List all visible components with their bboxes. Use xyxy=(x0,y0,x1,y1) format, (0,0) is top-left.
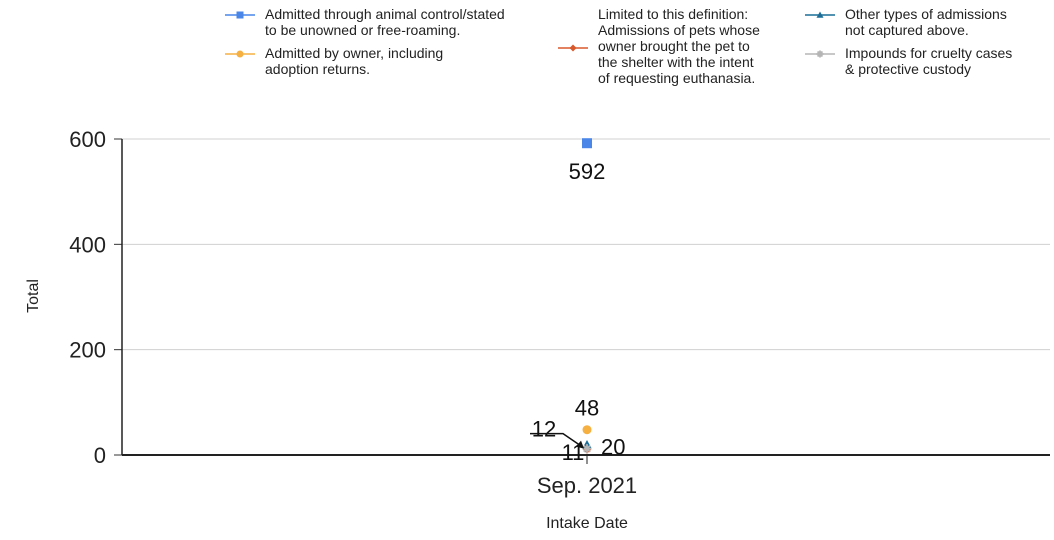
data-point xyxy=(582,425,592,435)
data-label: 12 xyxy=(532,417,556,442)
legend-label: not captured above. xyxy=(845,22,969,38)
legend-label: owner brought the pet to xyxy=(598,38,750,54)
y-tick-label: 0 xyxy=(94,443,106,468)
axes xyxy=(121,139,1050,456)
legend-label: Other types of admissions xyxy=(845,6,1007,22)
legend-item: Impounds for cruelty cases& protective c… xyxy=(805,45,1012,77)
label-leader-line xyxy=(530,432,583,448)
y-tick-label: 200 xyxy=(69,338,106,363)
legend-marker xyxy=(236,11,244,19)
data-label: 48 xyxy=(575,396,599,421)
data-point xyxy=(582,138,592,149)
data-label: 20 xyxy=(601,434,625,459)
data-points xyxy=(582,138,592,454)
legend-item: Admitted through animal control/statedto… xyxy=(225,6,505,38)
legend-label: Admitted through animal control/stated xyxy=(265,6,505,22)
legend-marker xyxy=(569,44,577,52)
legend-marker xyxy=(816,11,824,18)
legend-label: Limited to this definition: xyxy=(598,6,748,22)
legend-label: to be unowned or free-roaming. xyxy=(265,22,460,38)
data-label: 592 xyxy=(569,159,606,184)
x-tick-label: Sep. 2021 xyxy=(537,473,637,498)
legend-marker xyxy=(816,50,824,58)
legend-label: Admitted by owner, including xyxy=(265,45,443,61)
legend-label: & protective custody xyxy=(845,61,971,77)
legend-label: the shelter with the intent xyxy=(598,54,754,70)
y-axis-title: Total xyxy=(25,279,42,313)
y-tick-label: 600 xyxy=(69,127,106,152)
legend-label: adoption returns. xyxy=(265,61,370,77)
y-tick-label: 400 xyxy=(69,232,106,257)
legend-item: Limited to this definition:Admissions of… xyxy=(558,6,760,86)
data-point xyxy=(582,444,592,454)
legend-label: Admissions of pets whose xyxy=(598,22,760,38)
x-axis-title: Intake Date xyxy=(546,515,628,532)
x-axis-ticks: Sep. 2021 xyxy=(537,455,637,498)
legend: Admitted through animal control/statedto… xyxy=(225,6,1012,86)
y-axis-ticks: 0 200 400 600 xyxy=(69,127,122,468)
legend-label: Impounds for cruelty cases xyxy=(845,45,1012,61)
legend-marker xyxy=(236,50,244,58)
legend-label: of requesting euthanasia. xyxy=(598,70,755,86)
label-leader-arrow xyxy=(576,440,584,449)
